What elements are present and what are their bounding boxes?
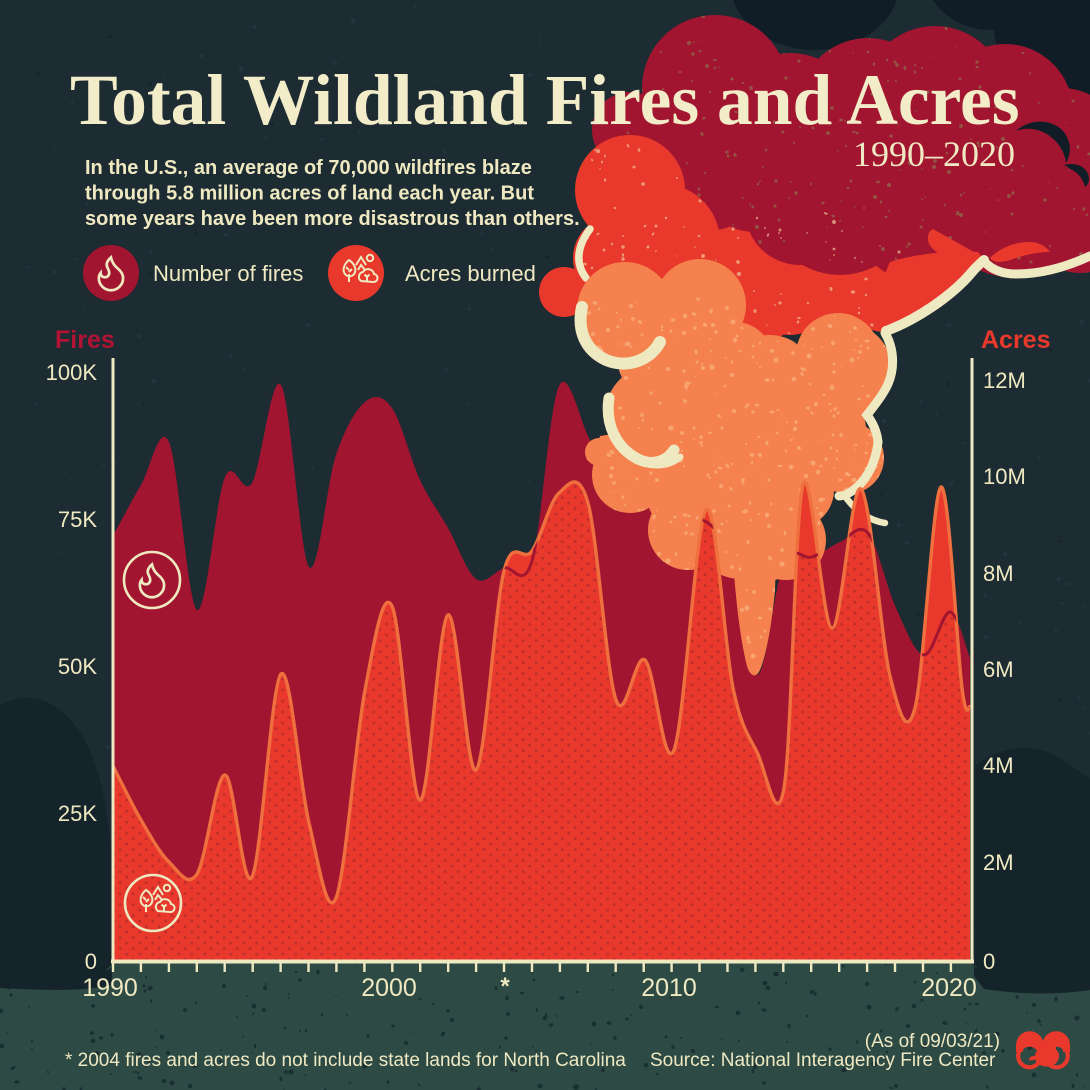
svg-text:Total Wildland Fires and Acres: Total Wildland Fires and Acres — [70, 61, 1020, 140]
svg-text:Acres burned: Acres burned — [405, 261, 536, 286]
svg-text:10M: 10M — [983, 464, 1026, 489]
svg-text:In the U.S., an average of 70,: In the U.S., an average of 70,000 wildfi… — [85, 157, 532, 179]
svg-text:4M: 4M — [983, 753, 1014, 778]
svg-text:0: 0 — [85, 949, 97, 974]
svg-text:25K: 25K — [58, 801, 97, 826]
svg-text:50K: 50K — [58, 654, 97, 679]
svg-text:6M: 6M — [983, 657, 1014, 682]
svg-text:Fires: Fires — [55, 326, 115, 354]
svg-text:some years have been more disa: some years have been more disastrous tha… — [85, 208, 580, 230]
svg-text:Source: National Interagency: Source: National Interagency Fire Center — [650, 1050, 996, 1071]
svg-text:75K: 75K — [58, 507, 97, 532]
svg-text:Acres: Acres — [981, 326, 1051, 354]
svg-text:1990: 1990 — [82, 974, 138, 1002]
svg-text:1990–2020: 1990–2020 — [853, 134, 1015, 174]
svg-text:Number of fires: Number of fires — [153, 261, 303, 286]
svg-text:12M: 12M — [983, 368, 1026, 393]
svg-text:8M: 8M — [983, 561, 1014, 586]
svg-text:* 2004 fires and acres do not: * 2004 fires and acres do not include st… — [65, 1050, 626, 1071]
svg-text:2020: 2020 — [921, 974, 977, 1002]
svg-text:2000: 2000 — [361, 974, 417, 1002]
svg-text:100K: 100K — [46, 360, 98, 385]
svg-text:2M: 2M — [983, 850, 1014, 875]
svg-text:0: 0 — [983, 949, 995, 974]
svg-text:(As of 09/03/21): (As of 09/03/21) — [865, 1031, 1000, 1052]
svg-text:*: * — [500, 973, 510, 1000]
svg-text:2010: 2010 — [641, 974, 697, 1002]
svg-text:through 5.8 million acres of l: through 5.8 million acres of land each y… — [85, 183, 534, 205]
